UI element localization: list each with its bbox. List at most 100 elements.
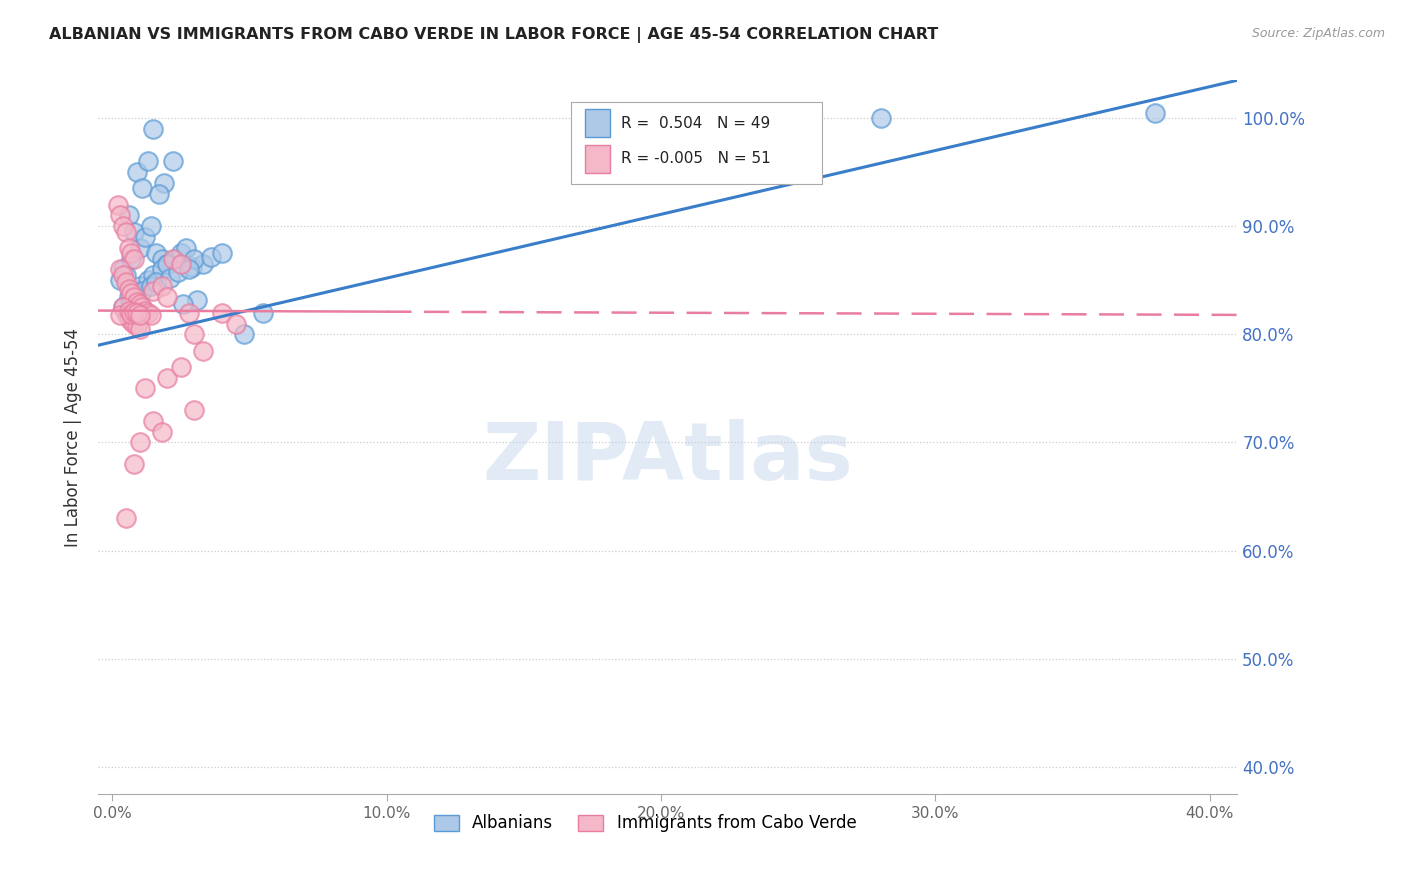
Point xyxy=(122,289,145,303)
Point xyxy=(225,317,247,331)
Point xyxy=(145,246,167,260)
Point xyxy=(191,257,214,271)
Point xyxy=(107,197,129,211)
Point xyxy=(120,286,142,301)
FancyBboxPatch shape xyxy=(585,145,610,173)
Point xyxy=(252,306,274,320)
Point xyxy=(128,435,150,450)
Point xyxy=(120,246,142,260)
Point xyxy=(112,268,135,282)
Point xyxy=(125,294,148,309)
FancyBboxPatch shape xyxy=(585,109,610,137)
Point xyxy=(128,322,150,336)
Point xyxy=(128,297,150,311)
Point xyxy=(136,273,159,287)
Point xyxy=(177,262,200,277)
Point xyxy=(142,284,165,298)
Point xyxy=(869,111,891,125)
Point xyxy=(122,304,145,318)
Point xyxy=(211,246,233,260)
Point xyxy=(148,186,170,201)
Point xyxy=(115,268,138,282)
Point xyxy=(183,403,205,417)
Point xyxy=(128,241,150,255)
Text: ALBANIAN VS IMMIGRANTS FROM CABO VERDE IN LABOR FORCE | AGE 45-54 CORRELATION CH: ALBANIAN VS IMMIGRANTS FROM CABO VERDE I… xyxy=(49,27,938,43)
Text: ZIPAtlas: ZIPAtlas xyxy=(482,419,853,498)
Point xyxy=(112,219,135,234)
Point xyxy=(191,343,214,358)
Point xyxy=(156,289,179,303)
Point xyxy=(170,257,193,271)
Point xyxy=(136,154,159,169)
Point xyxy=(131,284,153,298)
Point xyxy=(134,303,156,318)
Point xyxy=(162,252,184,266)
Point xyxy=(117,241,139,255)
Point xyxy=(125,306,148,320)
Point xyxy=(122,252,145,266)
Point xyxy=(159,271,181,285)
Point xyxy=(120,252,142,266)
Point xyxy=(200,250,222,264)
Point xyxy=(1143,105,1166,120)
Point xyxy=(122,225,145,239)
Point xyxy=(117,209,139,223)
Point xyxy=(110,308,132,322)
Point xyxy=(150,425,173,439)
Point xyxy=(115,225,138,239)
Point xyxy=(136,306,159,320)
Point xyxy=(117,282,139,296)
Point xyxy=(183,252,205,266)
Point xyxy=(139,219,162,234)
Point xyxy=(142,268,165,282)
Point xyxy=(128,278,150,293)
Point xyxy=(115,511,138,525)
Point xyxy=(139,308,162,322)
Point xyxy=(156,370,179,384)
Point xyxy=(128,308,150,322)
Point xyxy=(125,289,148,303)
Point xyxy=(125,165,148,179)
Point xyxy=(131,301,153,315)
Point xyxy=(150,262,173,277)
Point xyxy=(156,257,179,271)
Point xyxy=(211,306,233,320)
Point xyxy=(120,314,142,328)
Point xyxy=(177,306,200,320)
Point xyxy=(117,303,139,318)
Point xyxy=(115,306,138,320)
Point xyxy=(122,317,145,331)
Point xyxy=(145,276,167,290)
Point xyxy=(150,278,173,293)
Point xyxy=(183,327,205,342)
Point xyxy=(165,252,187,266)
Point xyxy=(162,154,184,169)
Point xyxy=(180,260,202,275)
Point xyxy=(112,301,135,315)
Point xyxy=(110,209,132,223)
Point xyxy=(156,257,179,271)
Point xyxy=(139,278,162,293)
Point xyxy=(186,293,208,307)
Text: Source: ZipAtlas.com: Source: ZipAtlas.com xyxy=(1251,27,1385,40)
Point xyxy=(110,262,132,277)
Point xyxy=(142,122,165,136)
Point xyxy=(122,284,145,298)
FancyBboxPatch shape xyxy=(571,102,821,184)
Point xyxy=(125,318,148,333)
Point xyxy=(153,176,176,190)
Point xyxy=(117,289,139,303)
Point xyxy=(170,359,193,374)
Point xyxy=(131,181,153,195)
Legend: Albanians, Immigrants from Cabo Verde: Albanians, Immigrants from Cabo Verde xyxy=(427,808,863,839)
Point xyxy=(115,276,138,290)
Y-axis label: In Labor Force | Age 45-54: In Labor Force | Age 45-54 xyxy=(65,327,83,547)
Point xyxy=(150,252,173,266)
Point xyxy=(120,307,142,321)
Point xyxy=(120,294,142,309)
Point xyxy=(117,311,139,326)
Point xyxy=(174,241,197,255)
Point xyxy=(122,457,145,471)
Point xyxy=(170,246,193,260)
Text: R =  0.504   N = 49: R = 0.504 N = 49 xyxy=(621,116,770,130)
